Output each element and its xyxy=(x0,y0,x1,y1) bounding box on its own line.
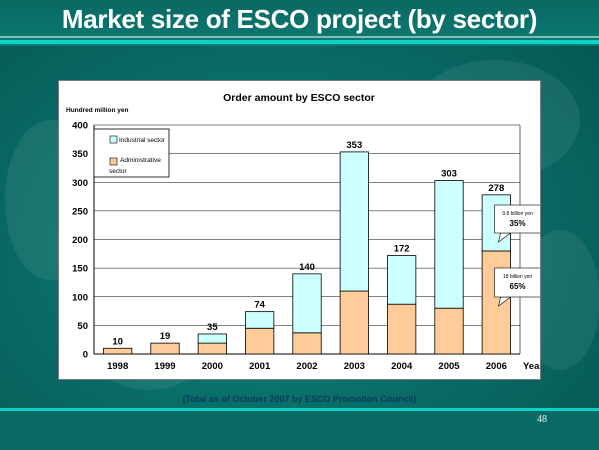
data-label-total: 19 xyxy=(160,331,171,342)
x-tick-label: 2006 xyxy=(486,361,507,372)
title-bar: Market size of ESCO project (by sector) xyxy=(0,0,599,46)
y-tick-label: 100 xyxy=(72,292,88,303)
y-axis-label: Hundred million yen xyxy=(66,107,129,114)
y-tick-label: 250 xyxy=(72,206,88,217)
bar-industrial xyxy=(339,151,369,292)
bar-administrative xyxy=(339,290,369,355)
chart-panel: Order amount by ESCO sector Hundred milli… xyxy=(58,80,541,380)
x-tick-label: 2004 xyxy=(391,361,413,372)
bar-industrial xyxy=(197,333,227,344)
y-tick-label: 150 xyxy=(72,264,88,275)
bar-industrial xyxy=(292,273,322,334)
title-stripe xyxy=(0,40,599,44)
callout-text: 18 billion yen xyxy=(503,274,532,280)
data-label-total: 74 xyxy=(254,300,265,311)
footnote: (Total as of October 2007 by ESCO Promot… xyxy=(182,394,417,404)
legend-box xyxy=(93,128,170,178)
data-label-total: 172 xyxy=(394,244,410,255)
callout-percent: 65% xyxy=(510,282,526,291)
data-label-total: 140 xyxy=(299,262,315,273)
bar-industrial xyxy=(245,311,275,329)
data-label-total: 278 xyxy=(488,183,504,194)
data-label-total: 303 xyxy=(441,169,457,180)
callout-percent: 35% xyxy=(510,219,526,228)
legend-swatch-industrial xyxy=(109,135,118,144)
callout-box xyxy=(494,204,540,234)
order-amount-chart: Order amount by ESCO sector Hundred milli… xyxy=(66,92,540,372)
data-label-total: 353 xyxy=(346,140,362,151)
y-tick-label: 300 xyxy=(72,178,88,189)
y-tick-label: 350 xyxy=(72,149,88,160)
footer-stripe xyxy=(0,408,599,411)
y-tick-label: 50 xyxy=(77,321,88,332)
bar-industrial xyxy=(387,255,417,305)
x-tick-label: 2005 xyxy=(438,361,460,372)
bar-administrative xyxy=(197,342,227,355)
x-tick-label: 1998 xyxy=(107,361,128,372)
x-tick-label: 1999 xyxy=(154,361,175,372)
bar-administrative xyxy=(245,327,275,355)
y-tick-label: 200 xyxy=(72,235,88,246)
data-label-total: 35 xyxy=(207,322,218,333)
chart-title: Order amount by ESCO sector xyxy=(223,92,375,104)
bar-administrative xyxy=(150,342,180,355)
bar-administrative xyxy=(103,347,133,355)
legend-label-industrial: Industrial sector xyxy=(119,137,166,144)
legend-label-administrative: sector xyxy=(109,168,128,175)
page-number: 48 xyxy=(537,414,547,425)
x-axis-label: Year xyxy=(523,361,540,372)
x-tick-label: 2001 xyxy=(249,361,271,372)
callout-box xyxy=(494,267,540,298)
footer-bar xyxy=(0,408,599,450)
x-tick-label: 2000 xyxy=(202,361,223,372)
bar-administrative xyxy=(292,332,322,355)
bar-administrative xyxy=(434,307,464,355)
bar-industrial xyxy=(434,180,464,309)
x-tick-label: 2003 xyxy=(344,361,365,372)
slide-title: Market size of ESCO project (by sector) xyxy=(61,4,538,34)
legend-swatch-administrative xyxy=(109,157,118,166)
x-tick-label: 2002 xyxy=(296,361,317,372)
legend-label-administrative: Administrative xyxy=(120,157,161,164)
bar-administrative xyxy=(387,303,417,355)
bar-administrative xyxy=(481,250,511,355)
title-stripe xyxy=(0,36,599,38)
y-tick-label: 0 xyxy=(83,350,88,361)
y-tick-label: 400 xyxy=(72,121,88,132)
data-label-total: 10 xyxy=(112,336,123,347)
callout-text: 9.8 billion yen xyxy=(502,211,533,217)
